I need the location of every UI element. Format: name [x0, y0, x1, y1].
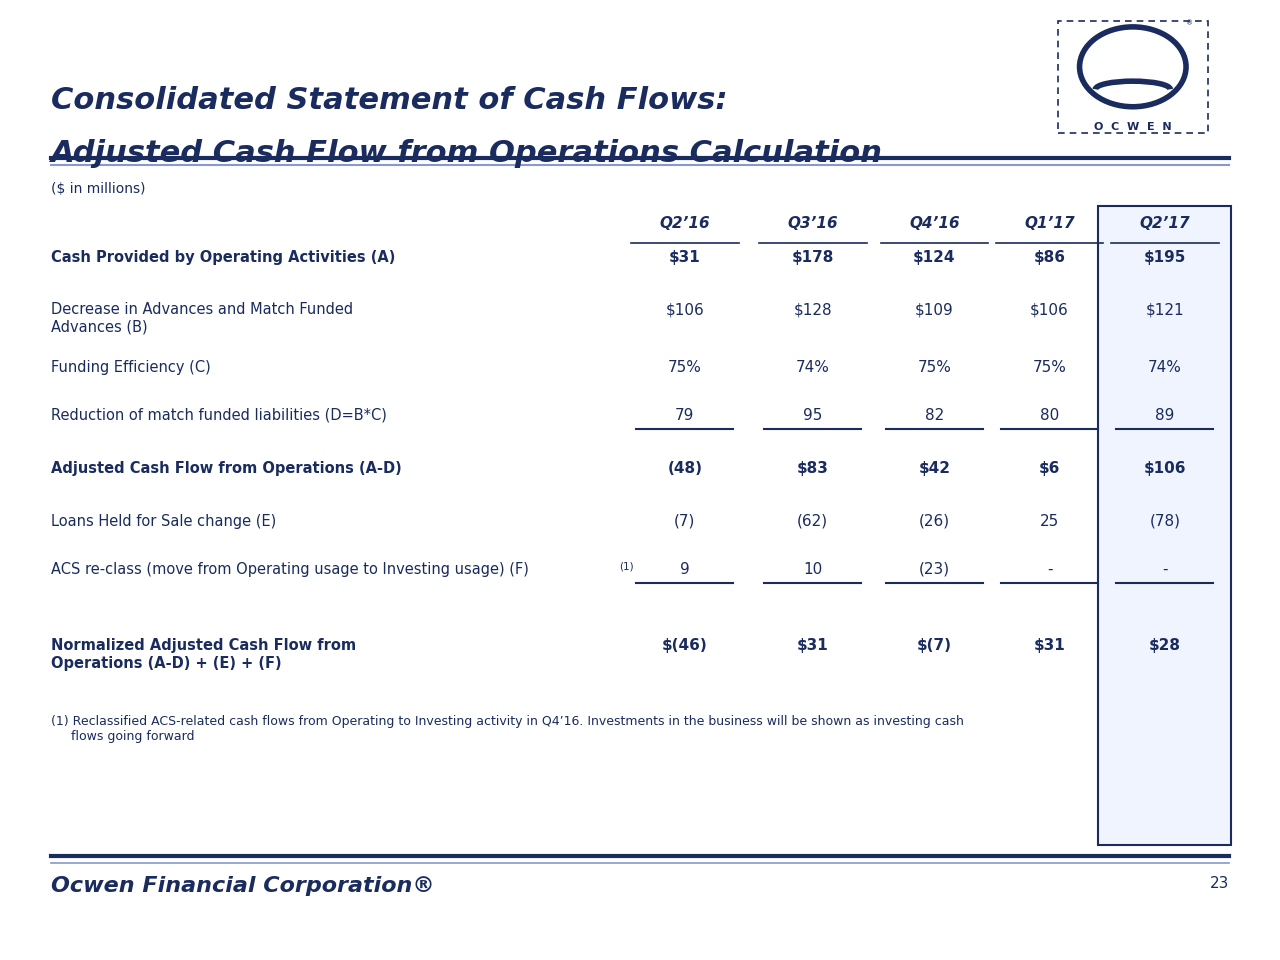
Text: $(7): $(7) — [916, 638, 952, 654]
Text: $106: $106 — [1030, 302, 1069, 318]
Text: 75%: 75% — [918, 360, 951, 375]
Text: Reduction of match funded liabilities (D=B*C): Reduction of match funded liabilities (D… — [51, 408, 387, 423]
Text: 80: 80 — [1039, 408, 1060, 423]
Text: 79: 79 — [675, 408, 695, 423]
Text: 75%: 75% — [1033, 360, 1066, 375]
Text: ACS re-class (move from Operating usage to Investing usage) (F): ACS re-class (move from Operating usage … — [51, 562, 529, 577]
Text: $42: $42 — [919, 461, 950, 476]
Text: 89: 89 — [1155, 408, 1175, 423]
Text: ®: ® — [1185, 20, 1193, 26]
Text: (1) Reclassified ACS-related cash flows from Operating to Investing activity in : (1) Reclassified ACS-related cash flows … — [51, 715, 964, 743]
Text: $178: $178 — [791, 250, 835, 265]
Text: $(46): $(46) — [662, 638, 708, 654]
Text: $31: $31 — [1034, 638, 1065, 654]
Text: 74%: 74% — [796, 360, 829, 375]
Text: $31: $31 — [669, 250, 700, 265]
Text: $106: $106 — [666, 302, 704, 318]
Text: Cash Provided by Operating Activities (A): Cash Provided by Operating Activities (A… — [51, 250, 396, 265]
Text: Q4’16: Q4’16 — [909, 216, 960, 231]
Text: (62): (62) — [797, 514, 828, 529]
Text: $128: $128 — [794, 302, 832, 318]
Text: $124: $124 — [913, 250, 956, 265]
Text: 25: 25 — [1039, 514, 1060, 529]
Text: 74%: 74% — [1148, 360, 1181, 375]
Text: $28: $28 — [1149, 638, 1180, 654]
Text: Adjusted Cash Flow from Operations (A-D): Adjusted Cash Flow from Operations (A-D) — [51, 461, 402, 476]
Text: Funding Efficiency (C): Funding Efficiency (C) — [51, 360, 211, 375]
Text: 95: 95 — [803, 408, 823, 423]
Text: 75%: 75% — [668, 360, 701, 375]
Text: $106: $106 — [1143, 461, 1187, 476]
Text: 10: 10 — [803, 562, 823, 577]
Text: ($ in millions): ($ in millions) — [51, 182, 146, 197]
Text: 9: 9 — [680, 562, 690, 577]
Text: Ocwen Financial Corporation®: Ocwen Financial Corporation® — [51, 876, 435, 896]
Text: Loans Held for Sale change (E): Loans Held for Sale change (E) — [51, 514, 276, 529]
Text: $83: $83 — [797, 461, 828, 476]
Text: Q3’16: Q3’16 — [787, 216, 838, 231]
Text: $6: $6 — [1039, 461, 1060, 476]
Text: (23): (23) — [919, 562, 950, 577]
Text: (48): (48) — [667, 461, 703, 476]
Text: Q1’17: Q1’17 — [1024, 216, 1075, 231]
Text: $195: $195 — [1143, 250, 1187, 265]
Text: (1): (1) — [620, 562, 634, 571]
Text: Adjusted Cash Flow from Operations Calculation: Adjusted Cash Flow from Operations Calcu… — [51, 139, 883, 168]
Text: Q2’17: Q2’17 — [1139, 216, 1190, 231]
Text: -: - — [1047, 562, 1052, 577]
Text: -: - — [1162, 562, 1167, 577]
Text: Decrease in Advances and Match Funded
Advances (B): Decrease in Advances and Match Funded Ad… — [51, 302, 353, 335]
Text: 82: 82 — [924, 408, 945, 423]
Text: Normalized Adjusted Cash Flow from
Operations (A-D) + (E) + (F): Normalized Adjusted Cash Flow from Opera… — [51, 638, 356, 671]
Text: Q2’16: Q2’16 — [659, 216, 710, 231]
Text: (78): (78) — [1149, 514, 1180, 529]
Text: $86: $86 — [1034, 250, 1065, 265]
Text: (7): (7) — [675, 514, 695, 529]
Text: $109: $109 — [915, 302, 954, 318]
Text: Consolidated Statement of Cash Flows:: Consolidated Statement of Cash Flows: — [51, 86, 728, 115]
Text: (26): (26) — [919, 514, 950, 529]
Text: $31: $31 — [797, 638, 828, 654]
Text: $121: $121 — [1146, 302, 1184, 318]
Text: 23: 23 — [1210, 876, 1229, 891]
Text: O  C  W  E  N: O C W E N — [1094, 122, 1171, 132]
